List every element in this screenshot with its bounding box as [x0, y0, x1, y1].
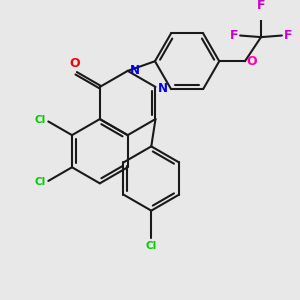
- Text: N: N: [158, 82, 167, 95]
- Text: N: N: [130, 64, 140, 77]
- Text: Cl: Cl: [34, 177, 46, 187]
- Text: Cl: Cl: [146, 241, 157, 251]
- Text: F: F: [230, 29, 238, 42]
- Text: F: F: [257, 0, 265, 12]
- Text: F: F: [284, 29, 292, 42]
- Text: O: O: [246, 55, 257, 68]
- Text: Cl: Cl: [34, 115, 46, 125]
- Text: O: O: [70, 58, 80, 70]
